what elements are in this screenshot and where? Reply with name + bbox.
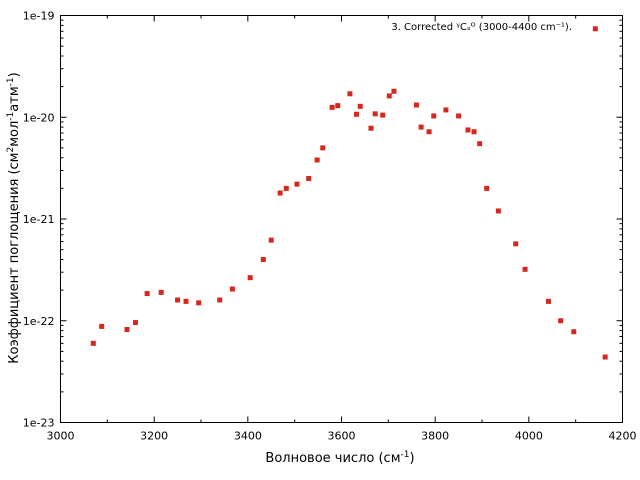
y-tick-label: 1e-23 — [23, 417, 55, 430]
plot-frame — [60, 15, 623, 423]
data-point — [513, 241, 519, 247]
data-point — [546, 298, 552, 304]
data-point — [283, 185, 289, 191]
axis-ticks — [60, 15, 623, 423]
x-tick-label: 3800 — [421, 430, 449, 443]
data-point — [456, 113, 462, 119]
x-tick-label: 4000 — [515, 430, 543, 443]
data-point — [229, 286, 235, 292]
data-point — [183, 298, 189, 304]
x-axis-label: Волновое число (см-1) — [265, 450, 414, 466]
data-point — [418, 124, 424, 130]
data-point — [391, 88, 397, 94]
data-point — [372, 111, 378, 117]
data-point — [357, 103, 363, 109]
data-point — [431, 113, 437, 119]
y-tick-label: 1e-19 — [23, 10, 55, 23]
data-point — [484, 185, 490, 191]
data-point — [124, 327, 130, 333]
data-point — [347, 91, 353, 97]
data-point — [571, 329, 577, 335]
y-tick-label: 1e-21 — [23, 213, 55, 226]
x-tick-label: 3000 — [47, 430, 75, 443]
data-point — [144, 291, 150, 297]
data-point — [320, 145, 326, 151]
x-tick-label: 4200 — [609, 430, 637, 443]
data-point — [592, 26, 598, 32]
y-tick-labels: 1e-19 1e-20 1e-21 1e-22 1e-23 — [23, 10, 55, 430]
data-point — [558, 318, 564, 324]
data-point — [132, 320, 138, 326]
data-point — [294, 181, 300, 187]
legend: 3. Corrected ᵞCₛᴼ (3000-4400 cm⁻¹). — [391, 22, 572, 33]
data-point — [335, 103, 341, 109]
data-point — [217, 297, 223, 303]
data-point — [260, 256, 266, 262]
x-tick-label: 3400 — [234, 430, 262, 443]
data-point — [465, 127, 471, 133]
data-point — [426, 129, 432, 135]
data-point — [314, 157, 320, 163]
y-tick-label: 1e-20 — [23, 111, 55, 124]
data-point — [196, 300, 202, 306]
data-point — [522, 266, 528, 272]
data-point — [90, 340, 96, 346]
data-point — [353, 111, 359, 117]
x-tick-label: 3200 — [140, 430, 168, 443]
data-point — [175, 297, 181, 303]
y-tick-label: 1e-22 — [23, 315, 55, 328]
data-point — [471, 129, 477, 135]
data-point — [268, 237, 274, 243]
x-tick-labels: 3000 3200 3400 3600 3800 4000 4200 — [47, 430, 637, 443]
data-point — [368, 125, 374, 131]
data-point — [158, 289, 164, 295]
data-point — [329, 104, 335, 110]
data-point — [413, 102, 419, 108]
data-points — [90, 26, 608, 360]
data-point — [306, 176, 312, 182]
data-point — [386, 93, 392, 99]
data-point — [380, 112, 386, 118]
x-tick-label: 3600 — [328, 430, 356, 443]
data-point — [602, 354, 608, 360]
data-point — [495, 208, 501, 214]
y-axis-label: Коэффициент поглощения (см2мол-1атм-1) — [6, 72, 22, 363]
data-point — [99, 323, 105, 329]
data-point — [443, 107, 449, 113]
legend-entry-label: 3. Corrected ᵞCₛᴼ (3000-4400 cm⁻¹). — [391, 22, 572, 33]
data-point — [247, 275, 253, 281]
data-point — [477, 141, 483, 147]
data-point — [277, 190, 283, 196]
